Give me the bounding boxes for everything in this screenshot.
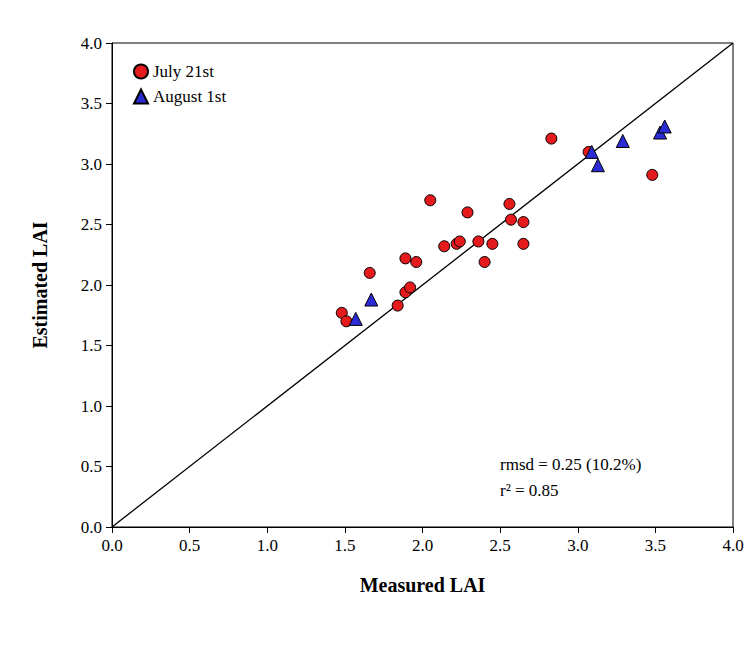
svg-text:3.0: 3.0 (81, 155, 102, 174)
svg-text:1.5: 1.5 (334, 536, 355, 555)
svg-text:Measured LAI: Measured LAI (360, 574, 486, 596)
svg-text:0.5: 0.5 (81, 457, 102, 476)
svg-text:3.5: 3.5 (81, 94, 102, 113)
svg-text:r² = 0.85: r² = 0.85 (500, 481, 559, 500)
svg-text:1.0: 1.0 (257, 536, 278, 555)
svg-text:4.0: 4.0 (81, 34, 102, 53)
svg-text:3.0: 3.0 (567, 536, 588, 555)
svg-text:rmsd = 0.25 (10.2%): rmsd = 0.25 (10.2%) (500, 455, 641, 474)
svg-text:August 1st: August 1st (153, 87, 226, 106)
svg-text:0.5: 0.5 (179, 536, 200, 555)
svg-text:3.5: 3.5 (645, 536, 666, 555)
svg-text:July 21st: July 21st (153, 62, 214, 81)
svg-text:2.0: 2.0 (81, 276, 102, 295)
svg-text:2.5: 2.5 (490, 536, 511, 555)
svg-text:1.5: 1.5 (81, 336, 102, 355)
svg-text:0.0: 0.0 (101, 536, 122, 555)
svg-text:1.0: 1.0 (81, 397, 102, 416)
svg-text:4.0: 4.0 (722, 536, 743, 555)
svg-text:Estimated LAI: Estimated LAI (29, 221, 51, 348)
svg-text:2.5: 2.5 (81, 215, 102, 234)
svg-text:2.0: 2.0 (412, 536, 433, 555)
svg-text:0.0: 0.0 (81, 518, 102, 537)
